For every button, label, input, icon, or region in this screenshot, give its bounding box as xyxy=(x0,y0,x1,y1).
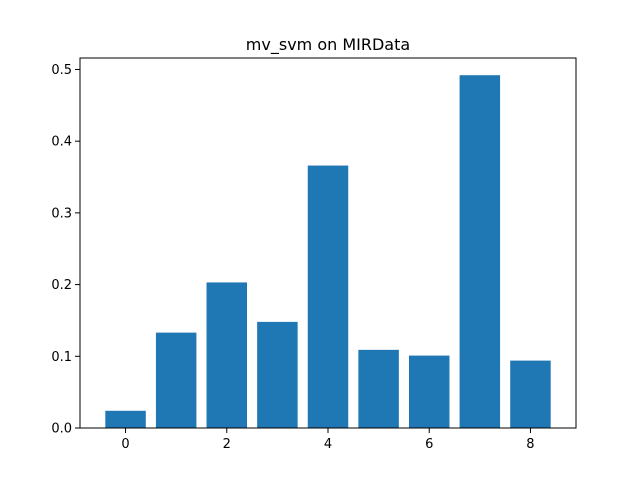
y-tick-label-0: 0.0 xyxy=(51,422,72,437)
bar-2 xyxy=(206,282,248,428)
y-tick-label-5: 0.5 xyxy=(51,63,72,78)
bar-1 xyxy=(155,332,197,428)
y-axis: 0.0 0.1 0.2 0.3 0.4 0.5 xyxy=(51,63,80,437)
y-tick-label-4: 0.4 xyxy=(51,135,72,150)
x-tick-label-4: 4 xyxy=(324,437,332,452)
x-tick-label-2: 2 xyxy=(223,437,231,452)
y-tick-label-2: 0.2 xyxy=(51,278,72,293)
x-tick-label-6: 6 xyxy=(425,437,433,452)
x-axis: 0 2 4 6 8 xyxy=(121,428,535,452)
bar-4 xyxy=(307,165,349,428)
bar-3 xyxy=(257,321,298,428)
chart-title: mv_svm on MIRData xyxy=(246,35,410,55)
y-tick-label-3: 0.3 xyxy=(51,206,72,221)
bars-group xyxy=(105,75,551,429)
x-tick-label-0: 0 xyxy=(121,437,129,452)
bar-8 xyxy=(510,360,551,428)
bar-6 xyxy=(408,355,450,428)
bar-0 xyxy=(105,410,146,428)
bar-5 xyxy=(358,349,399,428)
bar-7 xyxy=(459,75,501,429)
y-tick-label-1: 0.1 xyxy=(51,350,72,365)
x-tick-label-8: 8 xyxy=(526,437,534,452)
plot-frame xyxy=(79,57,577,429)
